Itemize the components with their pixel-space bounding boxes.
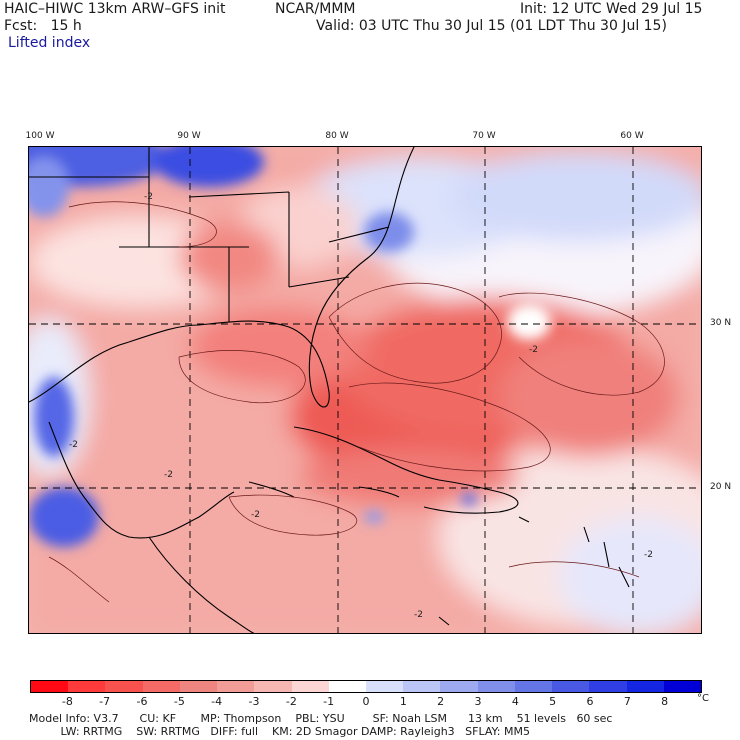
colorbar-swatch <box>254 681 292 692</box>
colorbar-swatch <box>105 681 143 692</box>
model-info-line2: LW: RRTMG SW: RRTMG DIFF: full KM: 2D Sm… <box>29 725 530 738</box>
colorbar-swatch <box>403 681 441 692</box>
colorbar-swatch <box>514 681 553 692</box>
colorbar-label: 8 <box>661 695 669 708</box>
colorbar-swatch <box>217 681 255 692</box>
colorbar-swatch <box>291 681 329 692</box>
contour-label: -2 <box>414 610 423 620</box>
forecast-hour: Fcst: 15 h <box>4 18 82 34</box>
lon-label-60w: 60 W <box>620 131 644 141</box>
map-canvas: -2 -2 -2 -2 -2 -2 -2 <box>29 147 701 633</box>
colorbar-label: 7 <box>623 695 631 708</box>
valid-time: Valid: 03 UTC Thu 30 Jul 15 (01 LDT Thu … <box>316 18 667 34</box>
lifted-index-map[interactable]: -2 -2 -2 -2 -2 -2 -2 <box>28 146 702 634</box>
center-name: NCAR/MMM <box>275 1 356 17</box>
coastlines <box>29 147 630 633</box>
colorbar-label: -7 <box>99 695 111 708</box>
colorbar <box>30 680 702 693</box>
colorbar-swatch <box>365 681 404 692</box>
contour-label: -2 <box>644 550 653 560</box>
lat-label-20n: 20 N <box>710 482 732 492</box>
colorbar-swatch <box>477 681 515 692</box>
colorbar-swatch <box>552 681 590 692</box>
contour-label-group: -2 -2 -2 -2 -2 -2 -2 <box>69 192 653 620</box>
shading-blues <box>29 147 551 547</box>
colorbar-label: 3 <box>474 695 482 708</box>
colorbar-label: 1 <box>399 695 407 708</box>
colorbar-swatch <box>440 681 478 692</box>
colorbar-swatch <box>142 681 180 692</box>
model-title: HAIC–HIWC 13km ARW–GFS init <box>4 1 226 17</box>
colorbar-swatch <box>626 681 664 692</box>
colorbar-swatch <box>663 681 701 692</box>
colorbar-label: -4 <box>211 695 223 708</box>
colorbar-label: -2 <box>285 695 297 708</box>
field-name: Lifted index <box>8 35 91 51</box>
colorbar-label: 6 <box>586 695 594 708</box>
contour-label: -2 <box>251 510 260 520</box>
colorbar-label: 4 <box>511 695 519 708</box>
model-info-line1: Model Info: V3.7 CU: KF MP: Thompson PBL… <box>29 712 613 725</box>
colorbar-label: 0 <box>362 695 370 708</box>
lat-label-30n: 30 N <box>710 318 732 328</box>
contours <box>48 201 665 603</box>
colorbar-label: -5 <box>173 695 185 708</box>
lon-label-90w: 90 W <box>177 131 201 141</box>
colorbar-label: -3 <box>248 695 260 708</box>
contour-label: -2 <box>144 192 153 202</box>
lon-label-80w: 80 W <box>325 131 349 141</box>
colorbar-swatch <box>589 681 627 692</box>
lon-label-70w: 70 W <box>472 131 496 141</box>
contour-label: -2 <box>69 440 78 450</box>
contour-label: -2 <box>164 470 173 480</box>
init-time: Init: 12 UTC Wed 29 Jul 15 <box>520 1 703 17</box>
colorbar-label: 2 <box>437 695 445 708</box>
colorbar-swatch <box>179 681 218 692</box>
shading-field <box>29 147 701 633</box>
colorbar-unit: °C <box>697 693 709 704</box>
colorbar-swatch <box>68 681 106 692</box>
colorbar-swatch <box>328 681 366 692</box>
colorbar-label: -1 <box>323 695 335 708</box>
colorbar-label: 5 <box>549 695 557 708</box>
contour-label: -2 <box>529 345 538 355</box>
colorbar-label: -8 <box>61 695 73 708</box>
colorbar-label: -6 <box>136 695 148 708</box>
colorbar-swatch <box>31 681 69 692</box>
lon-label-100w: 100 W <box>25 131 55 141</box>
